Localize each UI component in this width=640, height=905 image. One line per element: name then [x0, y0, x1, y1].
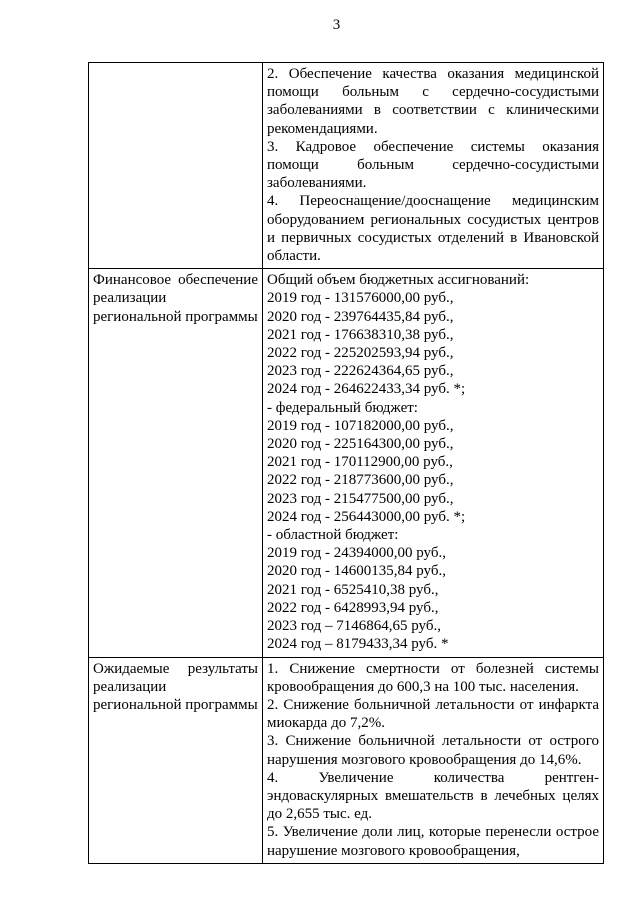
result-paragraph: 2. Снижение больничной летальности от ин… — [267, 696, 599, 732]
budget-line: 2021 год - 170112900,00 руб., — [267, 454, 453, 471]
budget-line: Общий объем бюджетных ассигнований: — [267, 272, 530, 289]
row-label-cell-empty — [88, 61, 263, 270]
budget-line: 2020 год - 14600135,84 руб., — [267, 563, 446, 580]
budget-line: - областной бюджет: — [267, 527, 399, 544]
page-number: 3 — [332, 17, 341, 33]
result-paragraph: 5. Увеличение доли лиц, которые перенесл… — [267, 824, 599, 859]
budget-line: 2024 год – 8179433,34 руб. * — [267, 636, 449, 653]
budget-line: 2023 год - 215477500,00 руб., — [267, 490, 454, 507]
row-label-cell-finance: Финансовое обеспечение реализации регион… — [88, 268, 263, 658]
budget-line: 2020 год - 225164300,00 руб., — [267, 436, 454, 453]
table-row-finance: Финансовое обеспечение реализации регион… — [88, 268, 604, 658]
budget-line: 2024 год - 256443000,00 руб. *; — [267, 508, 466, 525]
budget-line: 2024 год - 264622433,34 руб. *; — [267, 381, 466, 398]
budget-line: 2021 год - 176638310,38 руб., — [267, 326, 454, 343]
budget-line: 2022 год - 218773600,00 руб., — [267, 472, 454, 489]
budget-line: 2022 год - 6428993,94 руб., — [267, 599, 439, 616]
task-paragraph: 3. Кадровое обеспечение системы оказания… — [267, 138, 599, 192]
budget-line: 2019 год - 131576000,00 руб., — [267, 290, 454, 307]
budget-line: 2023 год - 222624364,65 руб., — [267, 363, 454, 380]
budget-line: 2022 год - 225202593,94 руб., — [267, 345, 454, 362]
result-paragraph: 4. Увеличение количества рентген-эндовас… — [267, 769, 599, 823]
table-row-expected-results: Ожидаемые результаты реализации регионал… — [88, 656, 604, 864]
budget-line: 2020 год - 239764435,84 руб., — [267, 308, 454, 325]
task-paragraph: 4. Переоснащение/дооснащение медицинским… — [267, 193, 599, 265]
row-label-cell-expected-results: Ожидаемые результаты реализации регионал… — [88, 656, 263, 864]
budget-line: - федеральный бюджет: — [267, 399, 418, 416]
result-paragraph: 1. Снижение смертности от болезней систе… — [267, 660, 599, 695]
row-content-cell-tasks: 2. Обеспечение качества оказания медицин… — [262, 61, 604, 270]
budget-line: 2023 год – 7146864,65 руб., — [267, 618, 441, 635]
row-content-cell-finance: Общий объем бюджетных ассигнований: 2019… — [262, 268, 604, 658]
row-content-cell-expected-results: 1. Снижение смертности от болезней систе… — [262, 656, 604, 864]
budget-line: 2019 год - 107182000,00 руб., — [267, 417, 454, 434]
program-passport-table: 2. Обеспечение качества оказания медицин… — [88, 61, 604, 864]
budget-line: 2019 год - 24394000,00 руб., — [267, 545, 446, 562]
table-row-continuation-tasks: 2. Обеспечение качества оказания медицин… — [88, 61, 604, 270]
result-paragraph: 3. Снижение больничной летальности от ос… — [267, 733, 599, 768]
task-paragraph: 2. Обеспечение качества оказания медицин… — [267, 66, 599, 137]
budget-line: 2021 год - 6525410,38 руб., — [267, 581, 439, 598]
